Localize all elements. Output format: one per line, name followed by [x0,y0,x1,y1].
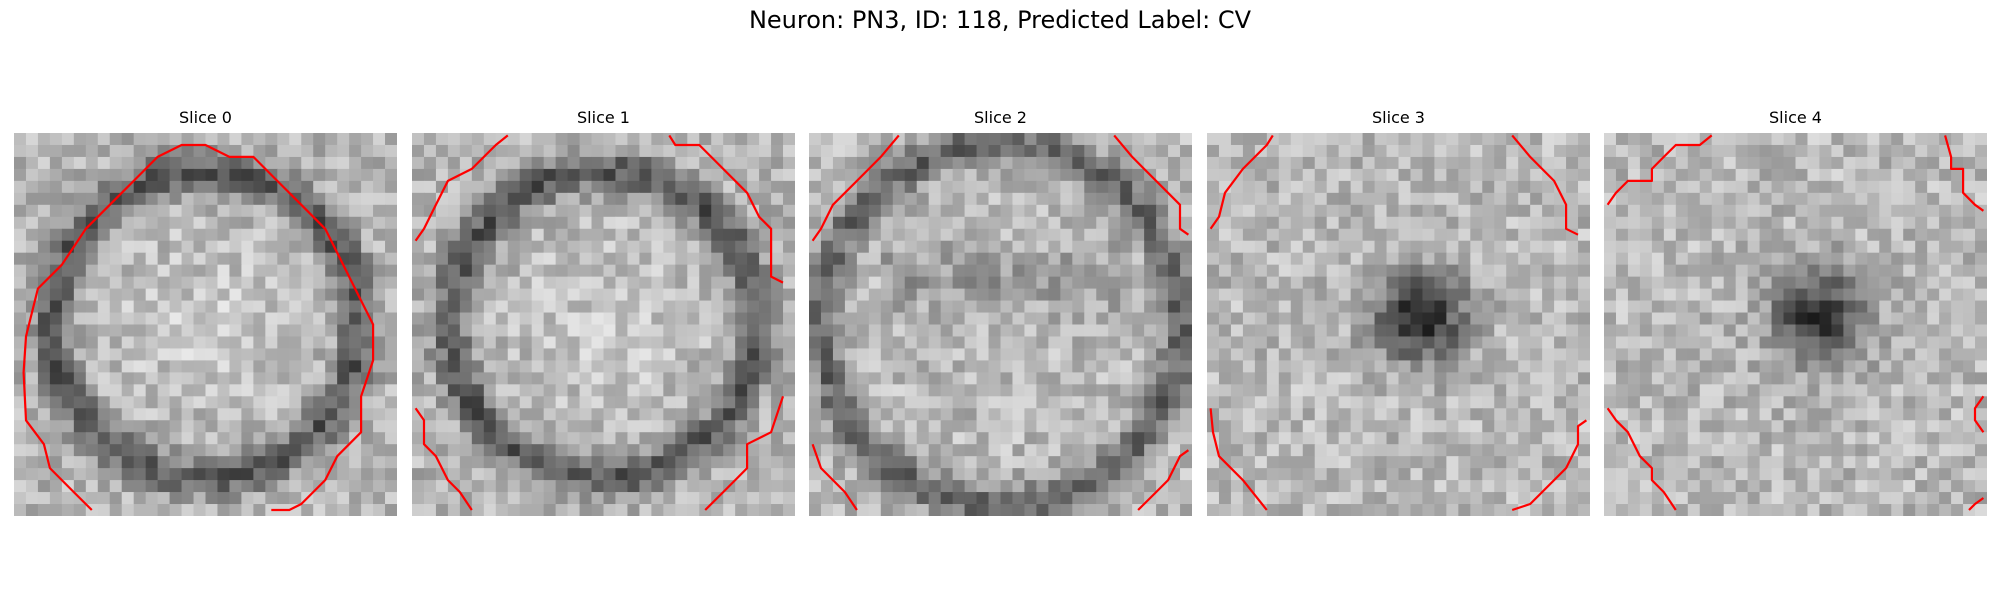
pixel-grid [1604,133,1987,516]
slice-image-3 [1207,133,1590,516]
contour-line [704,395,785,511]
slice-title: Slice 0 [179,108,232,127]
contour-line [1209,134,1274,230]
contour-line [668,134,784,284]
slice-title: Slice 2 [974,108,1027,127]
slice-image-2 [809,133,1192,516]
contour-line [1137,449,1190,511]
contour-line [1606,407,1677,511]
slice-title: Slice 4 [1769,108,1822,127]
figure-title: Neuron: PN3, ID: 118, Predicted Label: C… [748,6,1252,34]
contour-line [414,134,509,242]
contour-line [811,134,900,242]
contour-line [1973,395,1985,433]
slice-image-1 [412,133,795,516]
contour-line [1511,419,1588,512]
contour-line [1968,497,1985,511]
contour-line [1113,134,1190,236]
contour-line [1511,134,1579,236]
contour-line [1209,408,1268,511]
slice-title: Slice 3 [1372,108,1425,127]
contour-line [22,143,375,512]
pixel-grid [14,133,397,516]
contour-line [1606,134,1713,206]
pixel-grid [809,133,1192,516]
pixel-grid [412,133,795,516]
slice-title: Slice 1 [577,108,630,127]
contour-line [414,407,473,511]
slice-image-0 [14,133,397,516]
contour-line [811,443,858,511]
slice-image-4 [1604,133,1987,516]
pixel-grid [1207,133,1590,516]
contour-line [1944,135,1985,212]
